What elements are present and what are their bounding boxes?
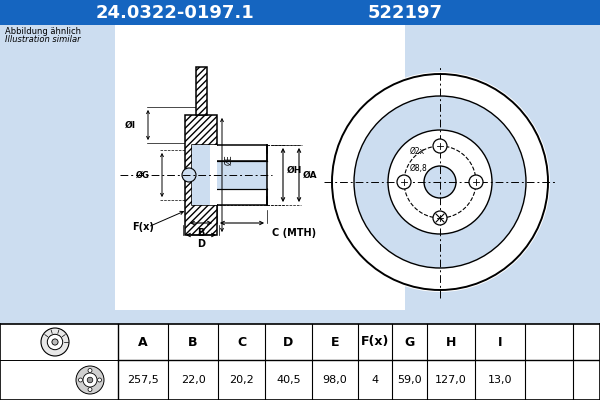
Circle shape	[52, 339, 58, 345]
Bar	[210, 161, 267, 189]
Bar	[0, 324, 600, 400]
Text: G: G	[404, 336, 415, 348]
Text: Ø8,8: Ø8,8	[410, 164, 428, 173]
Text: ØA: ØA	[303, 170, 317, 180]
Text: Illustration similar: Illustration similar	[5, 35, 80, 44]
Circle shape	[330, 72, 550, 292]
Polygon shape	[192, 189, 267, 205]
Text: 522197: 522197	[367, 4, 443, 22]
Circle shape	[424, 166, 456, 198]
Text: Abbildung ähnlich: Abbildung ähnlich	[5, 27, 81, 36]
Circle shape	[433, 139, 447, 153]
Circle shape	[87, 377, 93, 383]
Text: D: D	[283, 336, 293, 348]
Circle shape	[397, 175, 411, 189]
Bar	[0, 0, 600, 25]
Circle shape	[88, 368, 92, 372]
Text: 98,0: 98,0	[323, 375, 347, 385]
Text: 13,0: 13,0	[488, 375, 512, 385]
Text: ØI: ØI	[125, 120, 136, 130]
Circle shape	[83, 373, 97, 387]
Text: E: E	[331, 336, 339, 348]
Text: H: H	[446, 336, 456, 348]
Text: 20,2: 20,2	[229, 375, 254, 385]
Text: 40,5: 40,5	[276, 375, 301, 385]
Circle shape	[469, 175, 483, 189]
Text: C (MTH): C (MTH)	[272, 228, 316, 238]
Text: Ø2x: Ø2x	[410, 147, 425, 156]
Text: ØE: ØE	[224, 155, 233, 165]
Polygon shape	[196, 67, 207, 115]
Circle shape	[332, 74, 548, 290]
Circle shape	[41, 328, 69, 356]
Text: 257,5: 257,5	[127, 375, 159, 385]
Text: 59,0: 59,0	[397, 375, 422, 385]
Text: B: B	[188, 336, 198, 348]
Text: D: D	[197, 239, 205, 249]
Circle shape	[47, 334, 63, 350]
Text: 127,0: 127,0	[435, 375, 467, 385]
Bar	[192, 145, 217, 205]
Circle shape	[354, 96, 526, 268]
Circle shape	[388, 130, 492, 234]
Text: F(x): F(x)	[361, 336, 389, 348]
Text: 4: 4	[371, 375, 379, 385]
Text: F(x): F(x)	[132, 222, 154, 232]
Circle shape	[88, 388, 92, 392]
Circle shape	[76, 366, 104, 394]
Circle shape	[98, 378, 101, 382]
Circle shape	[182, 168, 196, 182]
Text: I: I	[498, 336, 502, 348]
Text: ØG: ØG	[136, 170, 150, 180]
Text: A: A	[138, 336, 148, 348]
Text: 24.0322-0197.1: 24.0322-0197.1	[95, 4, 254, 22]
Polygon shape	[192, 145, 267, 161]
Text: C: C	[237, 336, 246, 348]
Text: ØH: ØH	[287, 166, 302, 174]
Circle shape	[79, 378, 82, 382]
Polygon shape	[185, 115, 217, 235]
Circle shape	[433, 211, 447, 225]
Text: B: B	[197, 228, 205, 238]
Bar	[192, 145, 210, 205]
Bar	[115, 25, 405, 310]
Text: 22,0: 22,0	[181, 375, 205, 385]
